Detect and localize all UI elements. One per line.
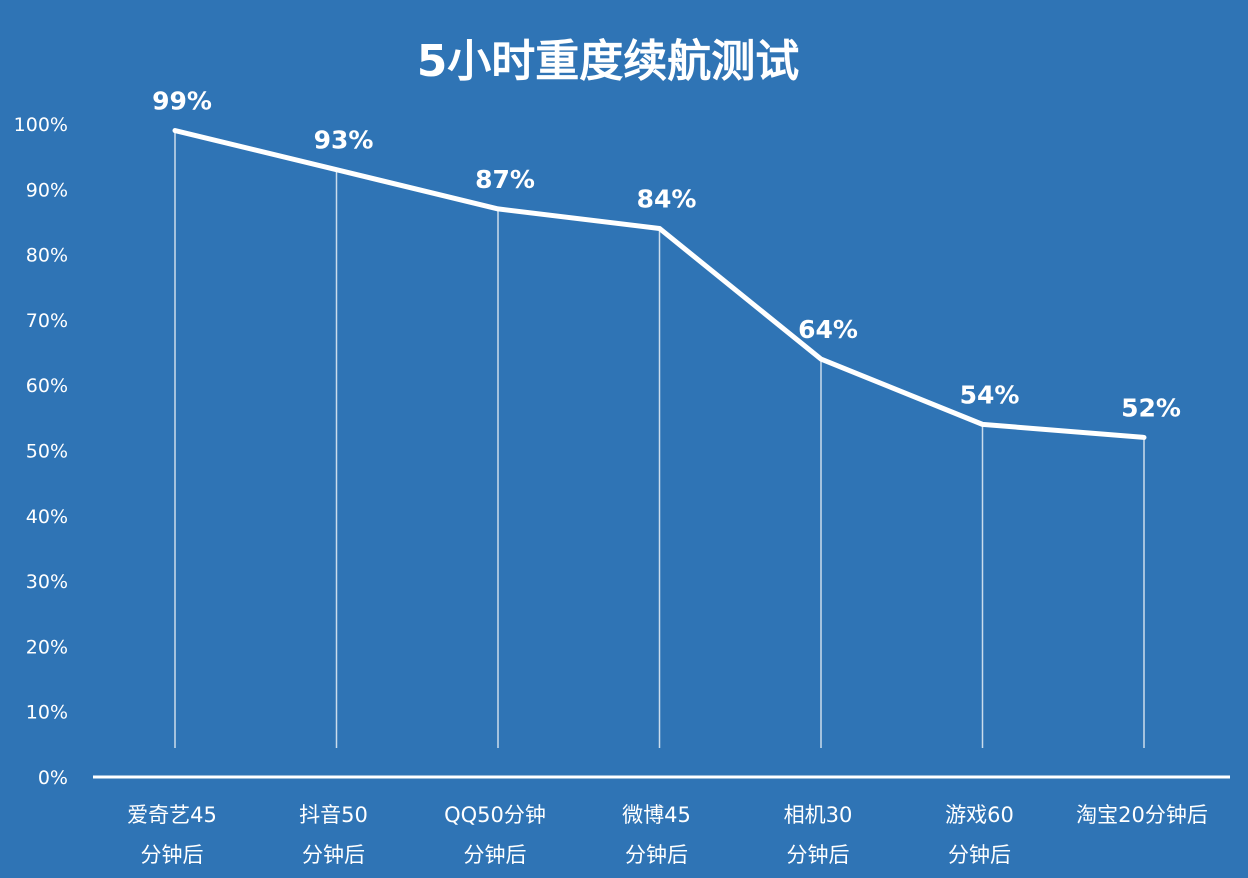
y-tick-label: 20% [26,636,68,658]
data-label: 84% [637,184,697,213]
y-tick-label: 40% [26,506,68,528]
x-tick-label: 分钟后 [141,843,204,867]
chart-title: 5小时重度续航测试 [417,36,800,87]
data-labels: 99% 93% 87% 84% 64% 54% 52% [152,87,1181,423]
x-tick-label: 分钟后 [302,843,365,867]
y-tick-label: 0% [38,767,68,789]
y-tick-label: 70% [26,310,68,332]
x-tick-label: 分钟后 [625,843,688,867]
x-tick-label: 抖音50 [299,803,368,827]
series-line [172,128,1147,440]
x-tick-label: 分钟后 [464,843,527,867]
y-tick-label: 80% [26,245,68,267]
y-tick-label: 30% [26,571,68,593]
x-tick-label: 淘宝20分钟后 [1076,803,1208,827]
x-tick-label: QQ50分钟 [444,803,546,827]
data-label: 54% [960,380,1020,409]
data-label: 87% [475,165,535,194]
y-axis-ticks: 0% 10% 20% 30% 40% 50% 60% 70% 80% 90% 100% [14,114,68,789]
y-tick-label: 10% [26,702,68,724]
drop-lines [174,130,1145,748]
data-label: 64% [798,315,858,344]
y-tick-label: 100% [14,114,68,136]
x-axis-ticks: 爱奇艺45分钟后抖音50分钟后QQ50分钟分钟后微博45分钟后相机30分钟后游戏… [127,803,1208,867]
x-tick-label: 分钟后 [787,843,850,867]
x-tick-label: 游戏60 [945,803,1014,827]
x-tick-label: 爱奇艺45 [127,803,217,827]
x-tick-label: 微博45 [622,803,691,827]
data-label: 93% [314,126,374,155]
y-tick-label: 60% [26,375,68,397]
data-label: 52% [1121,393,1181,422]
data-label: 99% [152,87,212,116]
x-tick-label: 相机30 [784,803,853,827]
y-tick-label: 90% [26,179,68,201]
x-tick-label: 分钟后 [948,843,1011,867]
y-tick-label: 50% [26,441,68,463]
